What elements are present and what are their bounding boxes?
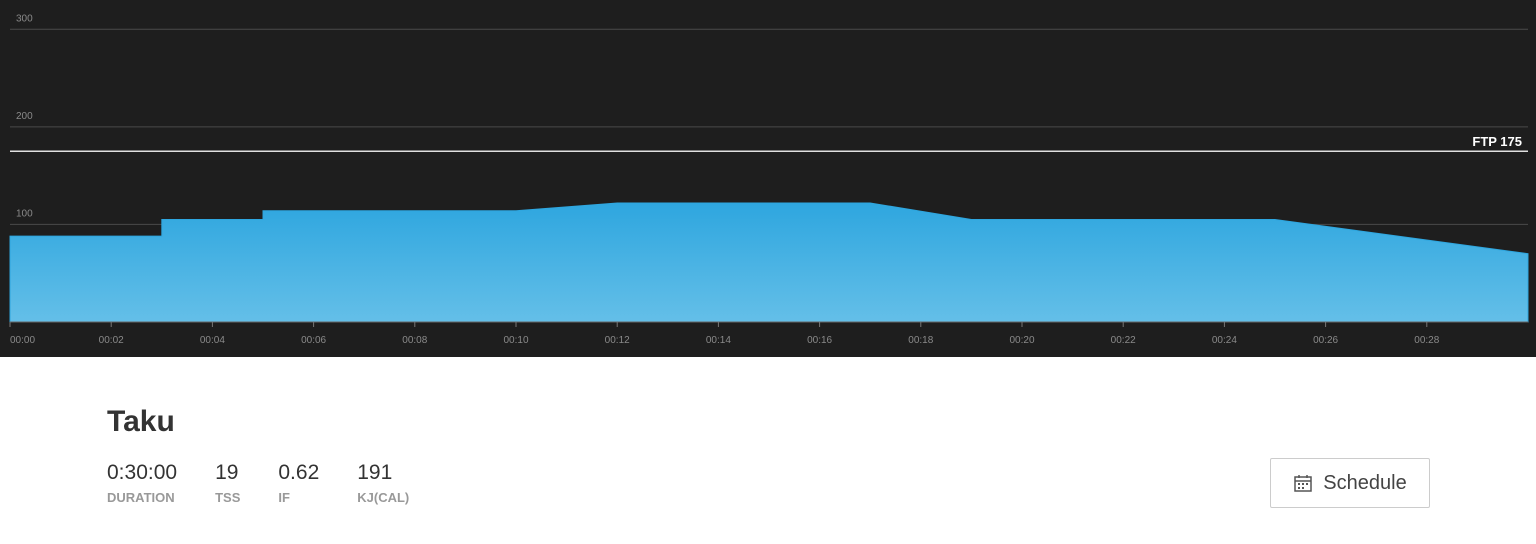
x-tick-label: 00:02 [99, 335, 124, 346]
y-tick-label: 100 [16, 208, 33, 219]
x-tick-label: 00:06 [301, 335, 326, 346]
stat-label: DURATION [107, 490, 175, 505]
stat: 19 TSS [215, 461, 240, 505]
x-tick-label: 00:14 [706, 335, 731, 346]
stat: 0:30:00 DURATION [107, 461, 177, 505]
workout-title: Taku [107, 405, 175, 438]
x-tick-label: 00:26 [1313, 335, 1338, 346]
stat: 191 KJ(CAL) [357, 461, 409, 505]
area [9, 202, 1529, 323]
stat-label: KJ(CAL) [357, 490, 410, 505]
stat-value: 191 [357, 461, 393, 484]
x-tick-label: 00:18 [908, 335, 933, 346]
y-tick-label: 200 [16, 111, 33, 122]
chart: 100 200 300 FTP 175 00:00 00:02 00:04 00:06 00:0… [0, 0, 1536, 357]
x-tick-label: 00:16 [807, 335, 832, 346]
x-tick-label: 00:20 [1009, 335, 1034, 346]
stat-label: IF [278, 490, 290, 505]
x-tick-label: 00:04 [200, 335, 225, 346]
stat-label: TSS [215, 490, 241, 505]
x-tick-label: 00:28 [1414, 335, 1439, 346]
stat-value: 19 [215, 461, 239, 484]
button-label[interactable]: Schedule [1323, 471, 1407, 494]
stat-value: 0:30:00 [107, 461, 178, 484]
x-tick-label: 00:00 [10, 335, 35, 346]
ftp-label: FTP 175 [1472, 134, 1522, 149]
stat-value: 0.62 [278, 461, 320, 484]
x-tick-label: 00:08 [402, 335, 427, 346]
x-tick-label: 00:12 [605, 335, 630, 346]
stats: 0:30:00 DURATION 19 TSS 0.62 IF 191 KJ(CAL) [107, 461, 447, 505]
x-tick-label: 00:24 [1212, 335, 1237, 346]
x-tick-label: 00:10 [503, 335, 528, 346]
x-tick-label: 00:22 [1111, 335, 1136, 346]
schedule-button[interactable]: Schedule [1270, 458, 1430, 508]
workout-info: Taku 0:30:00 DURATION 19 TSS 0.62 IF 191 KJ(CAL… [107, 405, 447, 505]
y-tick-label: 300 [16, 13, 33, 24]
calendar-icon [1294, 475, 1313, 492]
stat: 0.62 IF [278, 461, 319, 505]
